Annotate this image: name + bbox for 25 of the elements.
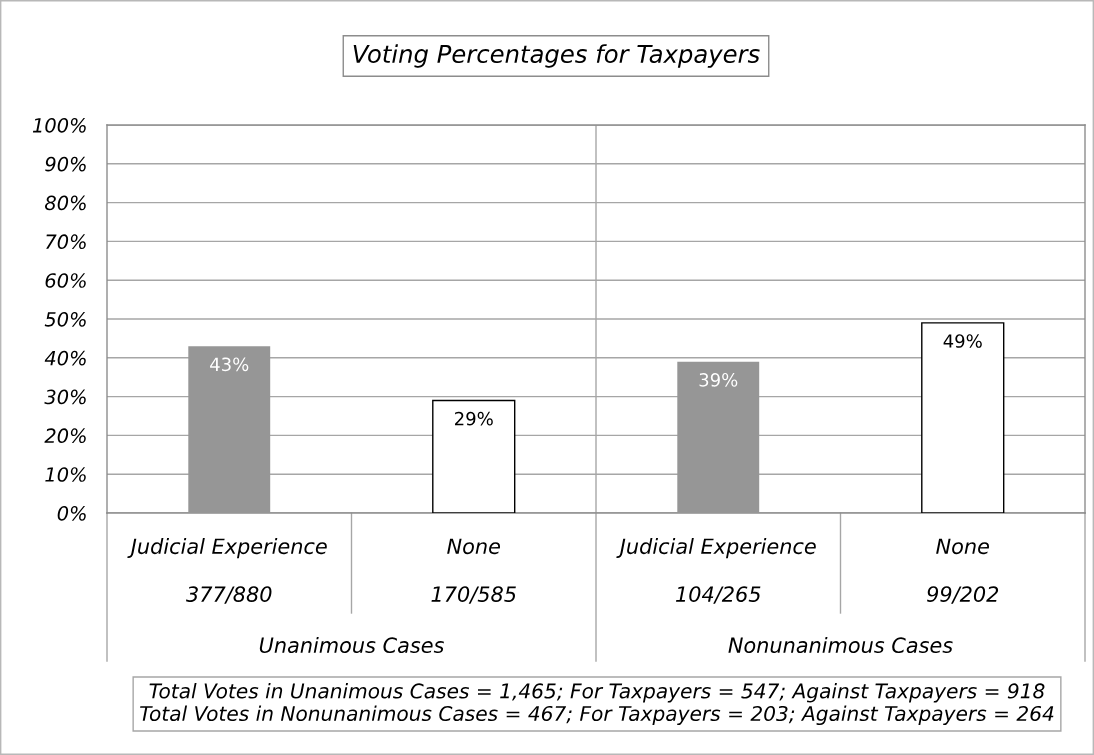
text: Unanimous Cases [259,636,444,654]
y-tick-label: 60% [45,273,86,288]
data-label: 39% [699,373,738,387]
y-tick-label: 20% [44,428,86,444]
chart-title: Voting Percentages for Taxpayers [353,44,760,68]
y-tick-label: 50% [44,311,86,327]
category-label: None 170/585 [431,538,516,604]
data-label: 29% [455,411,493,426]
data-label: 49% [943,334,982,348]
y-tick-label: 30% [44,389,86,405]
y-tick-label: 100% [32,117,86,133]
text: Nonunanimous Cases [728,636,953,654]
text: Total Votes in Unanimous Cases = 1,465; For Taxpayers = 547; Against Taxpayers = 918 Total Votes in Nonunanimous Cases = 467; For Taxpayers = 203; Against Taxpayers = 264 [140,682,1054,726]
data-label: 43% [210,357,249,372]
y-tick-label: 80% [44,195,86,211]
y-tick-label: 10% [45,467,86,482]
category-label: Judicial Experience 104/265 [616,538,816,604]
bar [921,322,1005,513]
y-tick-label: 70% [46,234,86,250]
y-tick-label: 0% [57,505,86,521]
category-label: None 99/202 [927,538,999,604]
bar [432,399,516,513]
y-tick-label: 40% [44,350,86,366]
y-tick-label: 90% [45,156,86,172]
category-label: Judicial Experience 377/880 [127,538,327,604]
